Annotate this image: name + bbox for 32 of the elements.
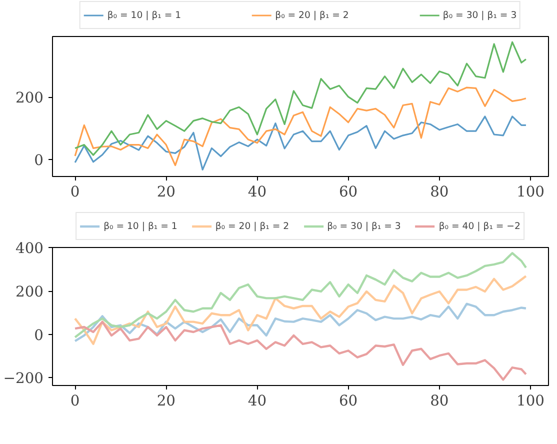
- line-series: [74, 274, 528, 346]
- x-tick-label: 60: [339, 392, 358, 410]
- y-tick-label: 400: [16, 240, 44, 258]
- x-tick-label: 80: [430, 392, 449, 410]
- line-series: [74, 302, 528, 342]
- legend-label: β₀ = 10 | β₁ = 1: [104, 220, 178, 232]
- line-series: [74, 116, 527, 170]
- y-tick-label: 0: [34, 152, 44, 169]
- legend-label: β₀ = 20 | β₁ = 2: [275, 10, 349, 20]
- y-tick-label: 200: [16, 90, 44, 107]
- x-tick-label: 40: [248, 184, 267, 200]
- line-series: [74, 86, 527, 166]
- legend-label: β₀ = 30 | β₁ = 3: [327, 220, 401, 232]
- legend-label: β₀ = 10 | β₁ = 1: [107, 10, 182, 20]
- legend-label: β₀ = 40 | β₁ = −2: [438, 220, 520, 232]
- x-tick-label: 20: [156, 184, 176, 200]
- x-tick-label: 40: [248, 392, 267, 410]
- x-tick-label: 80: [430, 184, 449, 200]
- x-tick-label: 60: [339, 184, 358, 200]
- y-tick-label: 200: [16, 284, 44, 301]
- x-tick-label: 100: [516, 392, 545, 410]
- line-series: [74, 252, 528, 338]
- line-series: [74, 320, 528, 381]
- x-tick-label: 0: [70, 392, 80, 410]
- y-tick-label: 0: [34, 326, 44, 344]
- x-tick-label: 20: [156, 392, 176, 410]
- x-tick-label: 0: [70, 184, 80, 200]
- legend-label: β₀ = 30 | β₁ = 3: [442, 10, 517, 20]
- x-tick-label: 100: [516, 184, 545, 200]
- line-series: [74, 41, 527, 156]
- y-tick-label: −200: [3, 370, 44, 388]
- legend-label: β₀ = 20 | β₁ = 2: [215, 220, 290, 232]
